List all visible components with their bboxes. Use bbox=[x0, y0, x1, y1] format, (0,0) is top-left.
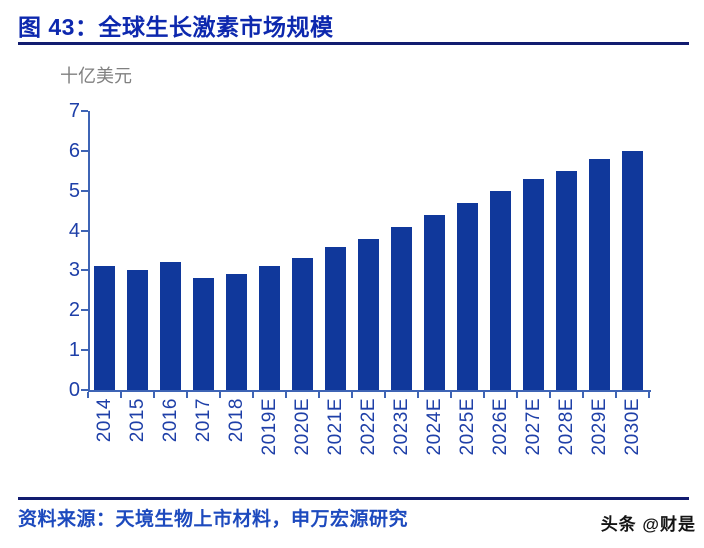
x-tick-label-text: 2015 bbox=[126, 398, 148, 443]
x-tick-label-2027E: 2027E bbox=[517, 398, 550, 460]
bar-2022E bbox=[358, 239, 379, 390]
x-axis-line bbox=[88, 390, 651, 392]
x-tick-label-2025E: 2025E bbox=[451, 398, 484, 460]
source-citation: 资料来源：天境生物上市材料，申万宏源研究 bbox=[18, 509, 409, 530]
x-tick-label-2022E: 2022E bbox=[352, 398, 385, 460]
y-tick-label-0: 0 bbox=[68, 379, 80, 401]
y-tick-mark bbox=[81, 389, 88, 391]
bar-2024E bbox=[424, 215, 445, 390]
x-tick-mark bbox=[417, 392, 419, 398]
bar-2018 bbox=[226, 274, 247, 390]
x-tick-label-text: 2019E bbox=[258, 398, 280, 456]
bar-2029E bbox=[589, 159, 610, 390]
x-tick-label-2018: 2018 bbox=[220, 398, 253, 447]
x-tick-label-2021E: 2021E bbox=[319, 398, 352, 460]
x-tick-label-text: 2026E bbox=[489, 398, 511, 456]
x-tick-label-2023E: 2023E bbox=[385, 398, 418, 460]
x-tick-mark bbox=[582, 392, 584, 398]
x-tick-label-text: 2024E bbox=[423, 398, 445, 456]
x-tick-mark bbox=[252, 392, 254, 398]
x-tick-mark bbox=[219, 392, 221, 398]
bar-2028E bbox=[556, 171, 577, 390]
bar-2026E bbox=[490, 191, 511, 390]
bar-2017 bbox=[193, 278, 214, 390]
bar-2023E bbox=[391, 227, 412, 390]
x-tick-mark bbox=[648, 392, 650, 398]
x-tick-mark bbox=[615, 392, 617, 398]
bar-2027E bbox=[523, 179, 544, 390]
x-tick-label-text: 2016 bbox=[159, 398, 181, 443]
x-tick-mark bbox=[384, 392, 386, 398]
y-tick-label-7: 7 bbox=[68, 100, 80, 122]
x-tick-label-2015: 2015 bbox=[121, 398, 154, 447]
x-tick-mark bbox=[153, 392, 155, 398]
x-tick-mark bbox=[516, 392, 518, 398]
x-tick-label-2026E: 2026E bbox=[484, 398, 517, 460]
x-tick-label-2030E: 2030E bbox=[616, 398, 649, 460]
y-tick-mark bbox=[81, 149, 88, 152]
watermark-text: 头条 @财是 bbox=[600, 515, 696, 534]
x-axis-labels: 2014 2015 2016 2017 2018 2019E 2020E 2021E 2022E… bbox=[88, 398, 663, 473]
x-tick-label-2028E: 2028E bbox=[550, 398, 583, 460]
x-tick-label-2014: 2014 bbox=[88, 398, 121, 447]
x-tick-mark bbox=[549, 392, 551, 398]
y-tick-label-1: 1 bbox=[68, 339, 80, 362]
x-tick-mark bbox=[483, 392, 485, 398]
y-tick-mark bbox=[81, 189, 88, 192]
bar-2015 bbox=[127, 270, 148, 390]
y-tick-mark bbox=[81, 110, 88, 112]
bar-2016 bbox=[160, 262, 181, 390]
bar-2014 bbox=[94, 266, 115, 390]
x-tick-label-text: 2025E bbox=[456, 398, 478, 456]
x-tick-label-text: 2027E bbox=[522, 398, 544, 456]
bar-2020E bbox=[292, 258, 313, 390]
y-tick-mark bbox=[81, 349, 88, 352]
bar-2021E bbox=[325, 247, 346, 390]
title-divider bbox=[18, 42, 689, 45]
x-tick-label-text: 2022E bbox=[357, 398, 379, 456]
x-tick-mark bbox=[87, 392, 89, 398]
bar-2025E bbox=[457, 203, 478, 390]
figure-title: 图 43：全球生长激素市场规模 bbox=[18, 14, 334, 40]
y-tick-mark bbox=[81, 309, 88, 312]
x-tick-label-2029E: 2029E bbox=[583, 398, 616, 460]
x-tick-label-2024E: 2024E bbox=[418, 398, 451, 460]
x-tick-mark bbox=[351, 392, 353, 398]
x-tick-label-text: 2020E bbox=[291, 398, 313, 456]
y-tick-label-2: 2 bbox=[68, 299, 80, 322]
x-tick-mark bbox=[285, 392, 287, 398]
x-tick-label-text: 2023E bbox=[390, 398, 412, 456]
y-tick-label-5: 5 bbox=[68, 179, 80, 202]
x-tick-label-text: 2028E bbox=[555, 398, 577, 456]
x-tick-mark bbox=[186, 392, 188, 398]
x-tick-label-2020E: 2020E bbox=[286, 398, 319, 460]
y-tick-label-4: 4 bbox=[68, 219, 80, 242]
x-tick-label-text: 2014 bbox=[93, 398, 115, 443]
y-tick-mark bbox=[81, 269, 88, 272]
y-tick-label-3: 3 bbox=[68, 259, 80, 282]
x-tick-label-text: 2030E bbox=[621, 398, 643, 456]
x-tick-label-text: 2029E bbox=[588, 398, 610, 456]
bar-2019E bbox=[259, 266, 280, 390]
bar-2030E bbox=[622, 151, 643, 390]
plot-area bbox=[88, 111, 649, 390]
x-tick-label-2019E: 2019E bbox=[253, 398, 286, 460]
y-axis-unit-label: 十亿美元 bbox=[60, 66, 132, 86]
y-tick-mark bbox=[81, 229, 88, 232]
x-tick-label-2016: 2016 bbox=[154, 398, 187, 447]
footer-divider bbox=[18, 497, 689, 500]
y-tick-label-6: 6 bbox=[68, 139, 80, 162]
x-tick-label-text: 2021E bbox=[324, 398, 346, 456]
x-tick-mark bbox=[318, 392, 320, 398]
y-axis-labels: 0 1 2 3 4 5 6 7 bbox=[34, 100, 80, 401]
x-tick-label-text: 2017 bbox=[192, 398, 214, 443]
y-axis-line bbox=[88, 111, 90, 392]
x-tick-label-text: 2018 bbox=[225, 398, 247, 443]
x-tick-mark bbox=[450, 392, 452, 398]
x-tick-mark bbox=[120, 392, 122, 398]
x-tick-label-2017: 2017 bbox=[187, 398, 220, 447]
